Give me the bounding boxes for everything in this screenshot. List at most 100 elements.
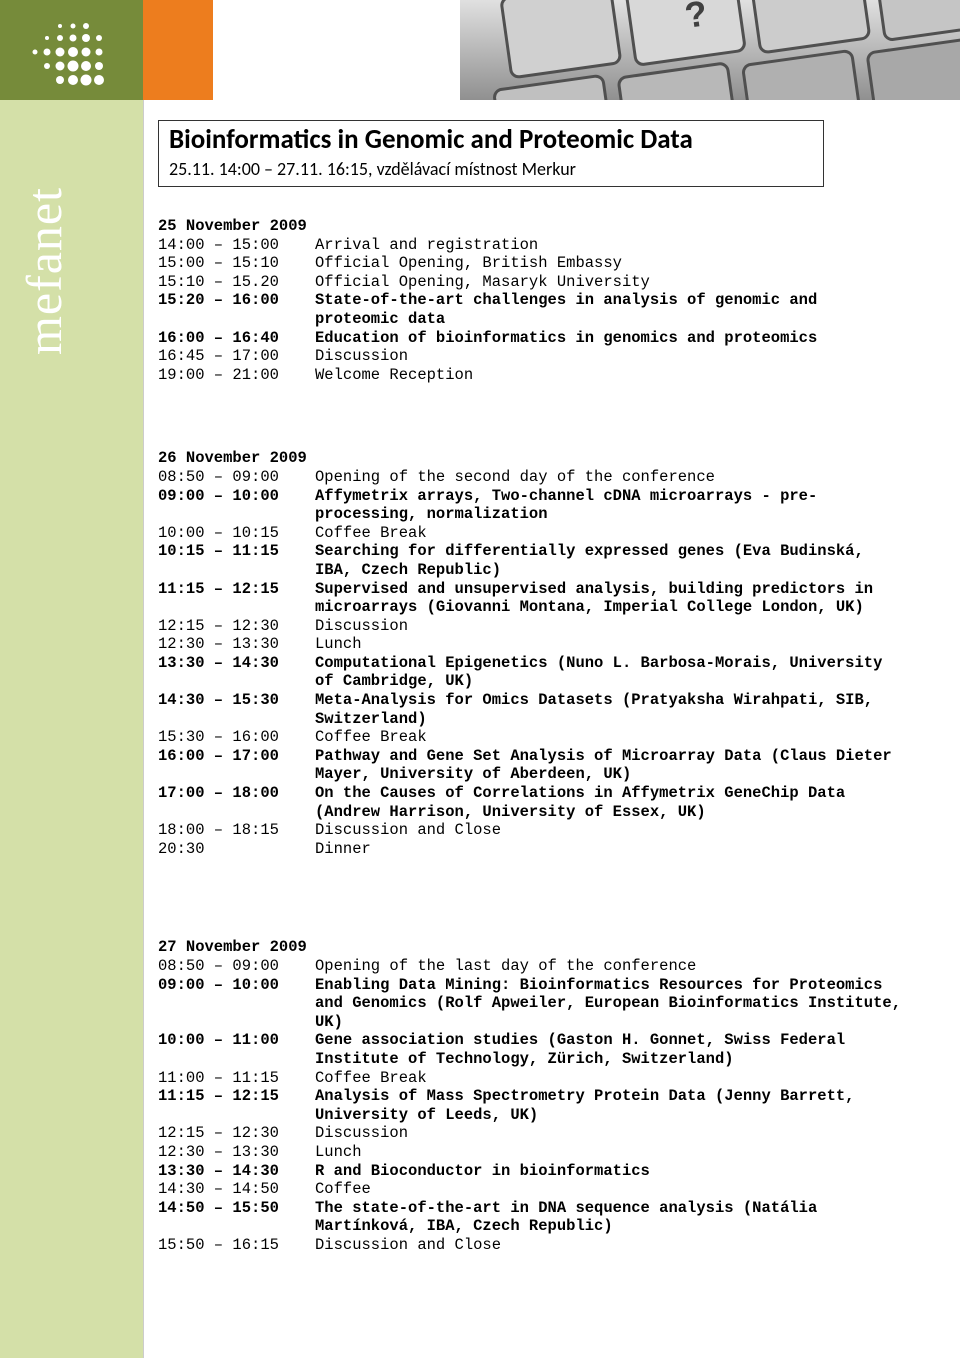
description-cell: Enabling Data Mining: Bioinformatics Res… [315, 976, 948, 1032]
time-cell: 12:30 – 13:30 [158, 1143, 315, 1162]
main-content: Bioinformatics in Genomic and Proteomic … [158, 120, 948, 1255]
time-cell: 15:20 – 16:00 [158, 291, 315, 310]
description-cell: Welcome Reception [315, 366, 948, 385]
description-cell: The state-of-the-art in DNA sequence ana… [315, 1199, 948, 1236]
schedule-row: 08:50 – 09:00Opening of the second day o… [158, 468, 948, 487]
description-cell: Meta-Analysis for Omics Datasets (Pratya… [315, 691, 948, 728]
description-cell: On the Causes of Correlations in Affymet… [315, 784, 948, 821]
time-cell: 11:15 – 12:15 [158, 1087, 315, 1106]
time-cell: 14:30 – 15:30 [158, 691, 315, 710]
time-cell: 10:00 – 11:00 [158, 1031, 315, 1050]
header-orange-block [143, 0, 213, 100]
description-cell: Lunch [315, 635, 948, 654]
header-white-space [213, 0, 460, 100]
description-cell: Discussion and Close [315, 821, 948, 840]
time-cell: 10:00 – 10:15 [158, 524, 315, 543]
schedule-row: 10:00 – 10:15Coffee Break [158, 524, 948, 543]
description-cell: Discussion and Close [315, 1236, 948, 1255]
brand-name: mefanet [15, 187, 73, 355]
description-cell: Official Opening, Masaryk University [315, 273, 948, 292]
time-cell: 14:50 – 15:50 [158, 1199, 315, 1218]
time-cell: 09:00 – 10:00 [158, 487, 315, 506]
schedule-row: 13:30 – 14:30R and Bioconductor in bioin… [158, 1162, 948, 1181]
schedule-row: 13:30 – 14:30Computational Epigenetics (… [158, 654, 948, 691]
description-cell: Official Opening, British Embassy [315, 254, 948, 273]
description-cell: Pathway and Gene Set Analysis of Microar… [315, 747, 948, 784]
time-cell: 13:30 – 14:30 [158, 654, 315, 673]
schedule-row: 16:45 – 17:00Discussion [158, 347, 948, 366]
schedule-row: 18:00 – 18:15Discussion and Close [158, 821, 948, 840]
schedule-row: 14:30 – 15:30Meta-Analysis for Omics Dat… [158, 691, 948, 728]
time-cell: 10:15 – 11:15 [158, 542, 315, 561]
schedule-row: 10:00 – 11:00Gene association studies (G… [158, 1031, 948, 1068]
time-cell: 15:10 – 15.20 [158, 273, 315, 292]
schedule-row: 14:50 – 15:50The state-of-the-art in DNA… [158, 1199, 948, 1236]
day-header: 25 November 2009 [158, 217, 948, 236]
day-gap [158, 384, 948, 449]
time-cell: 16:00 – 16:40 [158, 329, 315, 348]
schedule-row: 16:00 – 17:00Pathway and Gene Set Analys… [158, 747, 948, 784]
description-cell: R and Bioconductor in bioinformatics [315, 1162, 948, 1181]
description-cell: Discussion [315, 617, 948, 636]
schedule-row: 12:15 – 12:30Discussion [158, 617, 948, 636]
header-band: ? [0, 0, 960, 100]
schedule-row: 15:50 – 16:15Discussion and Close [158, 1236, 948, 1255]
description-cell: Supervised and unsupervised analysis, bu… [315, 580, 948, 617]
time-cell: 11:15 – 12:15 [158, 580, 315, 599]
description-cell: Discussion [315, 347, 948, 366]
time-cell: 19:00 – 21:00 [158, 366, 315, 385]
time-cell: 16:45 – 17:00 [158, 347, 315, 366]
schedule-row: 20:30Dinner [158, 840, 948, 859]
description-cell: Opening of the second day of the confere… [315, 468, 948, 487]
schedule-row: 11:00 – 11:15Coffee Break [158, 1069, 948, 1088]
time-cell: 14:00 – 15:00 [158, 236, 315, 255]
schedule-row: 14:00 – 15:00Arrival and registration [158, 236, 948, 255]
description-cell: Gene association studies (Gaston H. Gonn… [315, 1031, 948, 1068]
schedule-row: 15:30 – 16:00Coffee Break [158, 728, 948, 747]
description-cell: Dinner [315, 840, 948, 859]
description-cell: Coffee Break [315, 524, 948, 543]
time-cell: 14:30 – 14:50 [158, 1180, 315, 1199]
schedule-row: 12:15 – 12:30Discussion [158, 1124, 948, 1143]
description-cell: Lunch [315, 1143, 948, 1162]
day-header: 27 November 2009 [158, 938, 948, 957]
time-cell: 16:00 – 17:00 [158, 747, 315, 766]
schedule-row: 15:10 – 15.20Official Opening, Masaryk U… [158, 273, 948, 292]
schedule-row: 15:00 – 15:10Official Opening, British E… [158, 254, 948, 273]
svg-text:?: ? [682, 0, 709, 36]
time-cell: 15:30 – 16:00 [158, 728, 315, 747]
time-cell: 18:00 – 18:15 [158, 821, 315, 840]
description-cell: Coffee [315, 1180, 948, 1199]
description-cell: Opening of the last day of the conferenc… [315, 957, 948, 976]
time-cell: 12:15 – 12:30 [158, 617, 315, 636]
description-cell: Affymetrix arrays, Two-channel cDNA micr… [315, 487, 948, 524]
schedule-row: 19:00 – 21:00Welcome Reception [158, 366, 948, 385]
description-cell: Searching for differentially expressed g… [315, 542, 948, 579]
description-cell: Analysis of Mass Spectrometry Protein Da… [315, 1087, 948, 1124]
time-cell: 12:30 – 13:30 [158, 635, 315, 654]
description-cell: Computational Epigenetics (Nuno L. Barbo… [315, 654, 948, 691]
schedule-row: 09:00 – 10:00Affymetrix arrays, Two-chan… [158, 487, 948, 524]
description-cell: Coffee Break [315, 728, 948, 747]
schedule-row: 14:30 – 14:50Coffee [158, 1180, 948, 1199]
time-cell: 11:00 – 11:15 [158, 1069, 315, 1088]
dots-logo-icon [25, 20, 115, 90]
time-cell: 13:30 – 14:30 [158, 1162, 315, 1181]
time-cell: 17:00 – 18:00 [158, 784, 315, 803]
schedule-row: 09:00 – 10:00Enabling Data Mining: Bioin… [158, 976, 948, 1032]
schedule-row: 12:30 – 13:30Lunch [158, 1143, 948, 1162]
description-cell: Education of bioinformatics in genomics … [315, 329, 948, 348]
schedule-row: 11:15 – 12:15Supervised and unsupervised… [158, 580, 948, 617]
schedule-row: 10:15 – 11:15Searching for differentiall… [158, 542, 948, 579]
description-cell: Discussion [315, 1124, 948, 1143]
schedule-row: 08:50 – 09:00Opening of the last day of … [158, 957, 948, 976]
title-box: Bioinformatics in Genomic and Proteomic … [158, 120, 824, 187]
schedule-row: 12:30 – 13:30Lunch [158, 635, 948, 654]
description-cell: Coffee Break [315, 1069, 948, 1088]
time-cell: 08:50 – 09:00 [158, 468, 315, 487]
time-cell: 12:15 – 12:30 [158, 1124, 315, 1143]
page-subtitle: 25.11. 14:00 – 27.11. 16:15, vzdělávací … [169, 158, 813, 180]
sidebar: mefanet [0, 100, 143, 1358]
schedule-row: 11:15 – 12:15Analysis of Mass Spectromet… [158, 1087, 948, 1124]
time-cell: 15:00 – 15:10 [158, 254, 315, 273]
